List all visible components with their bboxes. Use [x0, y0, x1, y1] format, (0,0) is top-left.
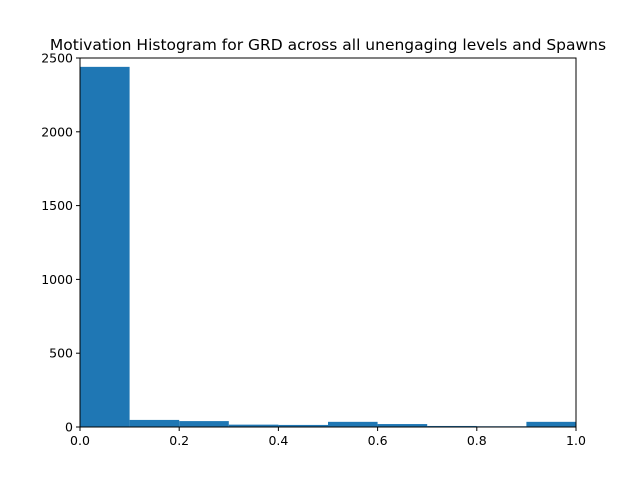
histogram-bar-6: [377, 424, 428, 427]
x-tick-label: 0.6: [368, 433, 388, 448]
x-tick-label: 0.0: [70, 433, 90, 448]
y-axis-ticks: 0 500 1000 1500 2000 2500: [41, 51, 80, 435]
x-tick-label: 1.0: [566, 433, 586, 448]
histogram-bar-4: [278, 424, 328, 427]
histogram-bar-0: [80, 66, 130, 427]
y-tick-label: 500: [49, 346, 73, 361]
y-tick-label: 1000: [41, 272, 73, 287]
bars-group: [80, 66, 576, 427]
histogram-bar-7: [427, 425, 477, 427]
y-tick-label: 1500: [41, 198, 73, 213]
y-tick-label: 0: [65, 420, 73, 435]
histogram-bar-3: [228, 424, 279, 427]
histogram-bar-9: [526, 421, 576, 427]
histogram-bar-5: [328, 421, 378, 427]
y-tick-label: 2000: [41, 124, 73, 139]
y-tick-label: 2500: [41, 51, 73, 66]
axes-frame: [79, 57, 577, 428]
x-tick-label: 0.8: [467, 433, 487, 448]
x-tick-label: 0.2: [169, 433, 189, 448]
x-axis-ticks: 0.0 0.2 0.4 0.6 0.8 1.0: [70, 427, 586, 448]
histogram-bar-2: [179, 421, 229, 427]
chart-title: Motivation Histogram for GRD across all …: [50, 36, 606, 54]
histogram-bar-1: [129, 419, 180, 427]
x-tick-label: 0.4: [268, 433, 288, 448]
